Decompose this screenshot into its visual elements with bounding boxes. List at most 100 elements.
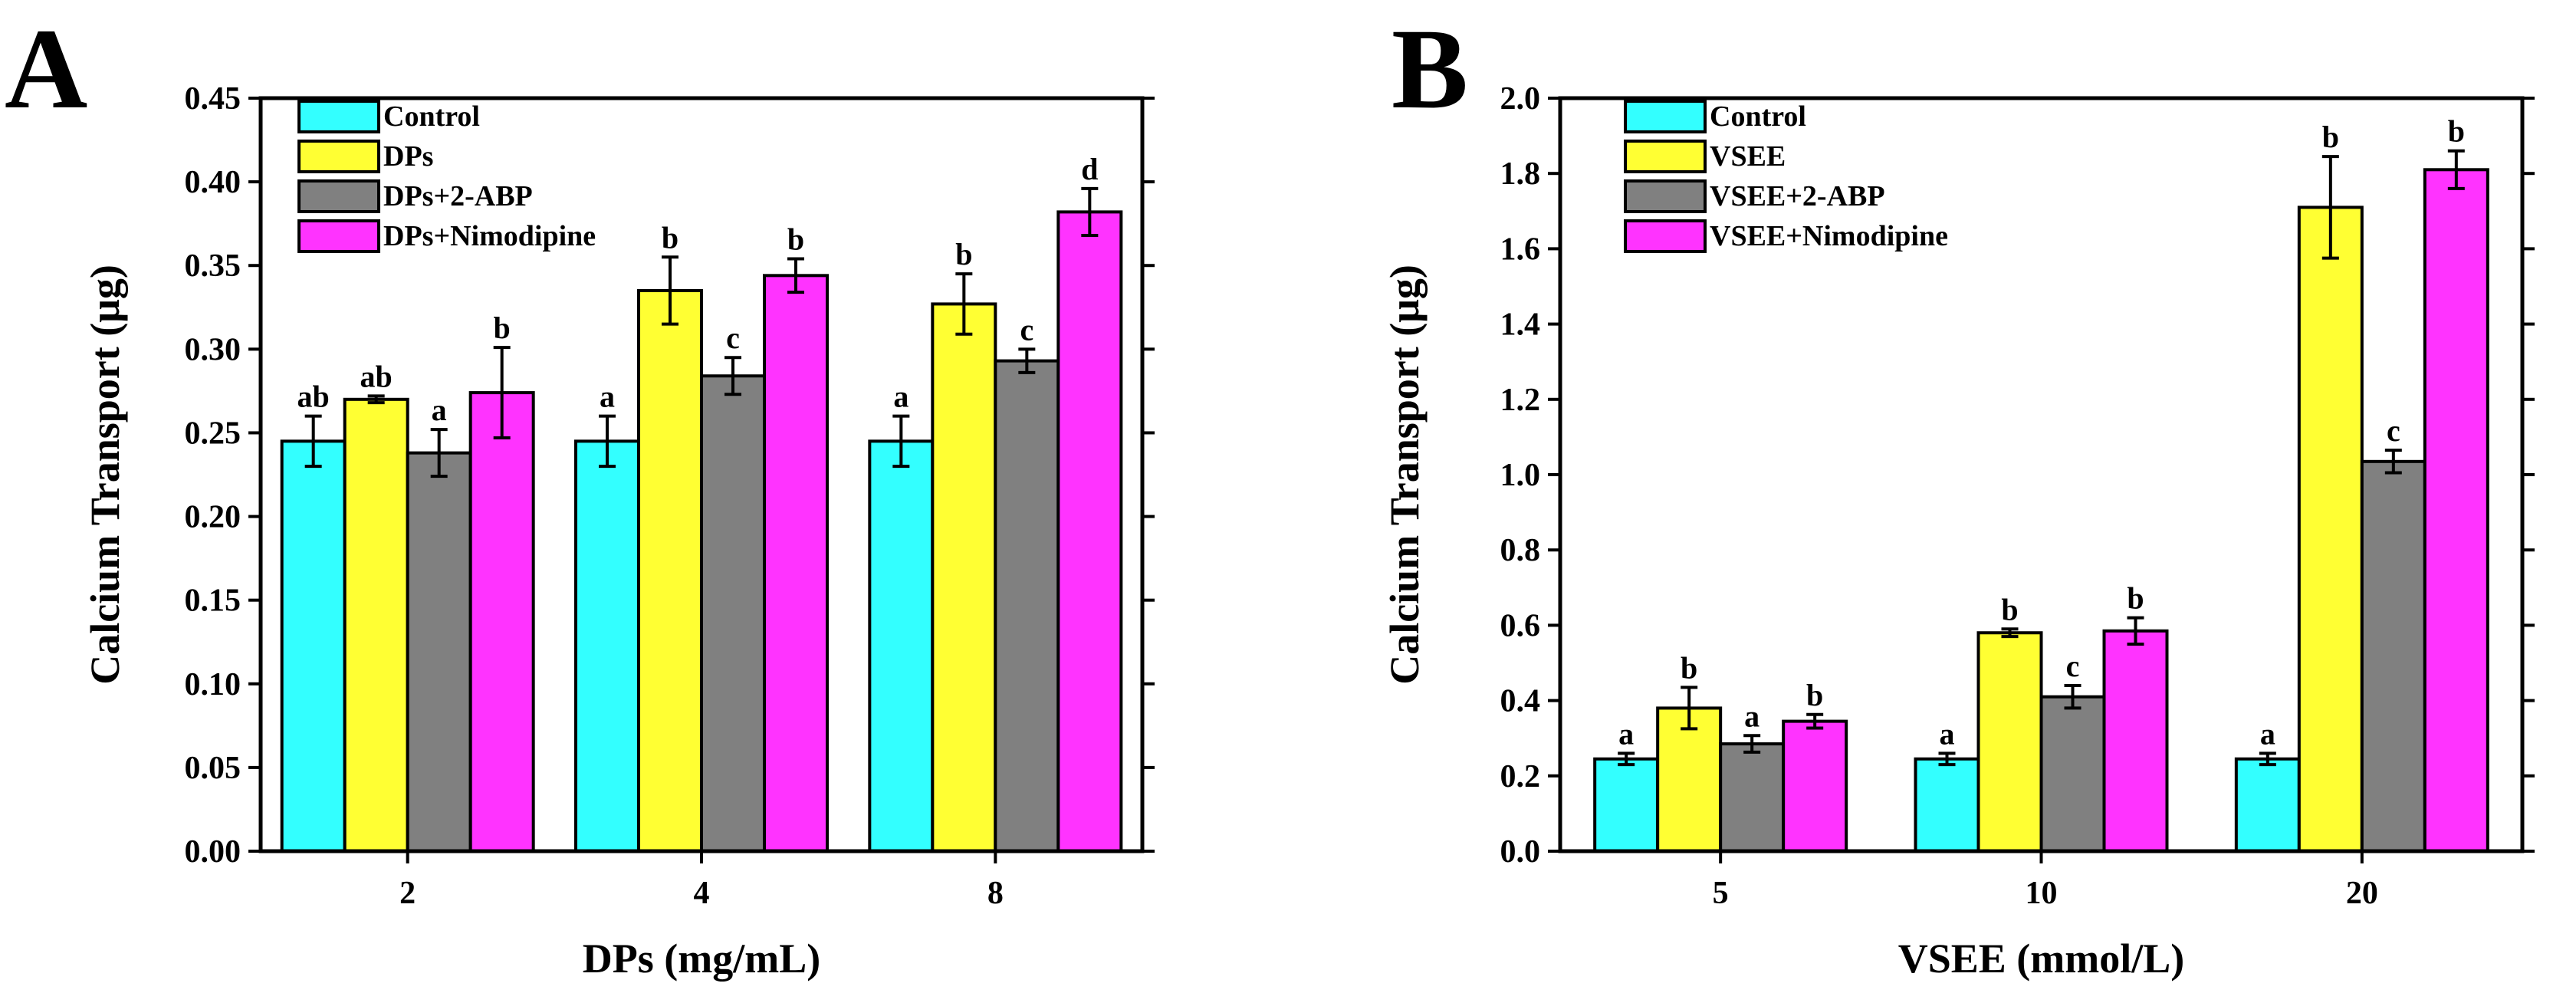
y-tick-label: 1.0 (1500, 458, 1541, 493)
bar (2039, 695, 2106, 853)
panel-a: Aababab2abcb4abcd80.000.050.100.150.200.… (5, 5, 1155, 982)
plot-frame (258, 96, 1145, 853)
y-axis-title: Calcium Transport (μg) (1382, 265, 1428, 685)
y-tick-label: 0.30 (185, 332, 242, 367)
x-tick-label: 8 (987, 876, 1004, 911)
plot-frame (1558, 96, 2525, 853)
x-tick-label: 5 (1713, 876, 1729, 911)
significance-label: b (1806, 678, 1823, 712)
y-axis-title: Calcium Transport (μg) (82, 265, 128, 685)
significance-label: b (1681, 650, 1697, 685)
legend-label: Control (1710, 100, 1806, 133)
significance-label: a (2260, 716, 2275, 751)
significance-label: b (2127, 581, 2144, 616)
bar (637, 288, 703, 853)
legend-label: DPs+2-ABP (383, 180, 533, 212)
significance-label: ab (297, 380, 330, 414)
legend-swatch (1624, 179, 1707, 213)
significance-label: b (2448, 114, 2465, 149)
significance-label: c (2387, 413, 2400, 448)
x-axis-title: VSEE (mmol/L) (1898, 936, 2185, 982)
y-tick-label: 0.20 (185, 500, 242, 535)
y-tick-label: 0.40 (185, 165, 242, 200)
bar (2360, 459, 2426, 853)
y-tick-label: 1.6 (1500, 232, 1541, 267)
significance-label: b (2001, 592, 2018, 626)
x-tick-label: 20 (2346, 876, 2378, 911)
bar (2102, 629, 2169, 853)
x-axis-title: DPs (mg/mL) (583, 936, 820, 982)
y-tick-label: 0.05 (185, 751, 242, 786)
y-tick-label: 0.6 (1500, 608, 1541, 643)
significance-label: c (2066, 649, 2080, 683)
significance-label: c (1020, 312, 1033, 347)
x-tick-label: 2 (399, 876, 416, 911)
y-tick-label: 0.35 (185, 248, 242, 284)
y-tick-label: 0.00 (185, 834, 242, 870)
significance-label: a (1618, 716, 1634, 751)
bar (1056, 210, 1123, 853)
y-tick-label: 1.2 (1500, 383, 1541, 418)
x-tick-label: 4 (694, 876, 710, 911)
bar (1719, 742, 1786, 853)
panel-b: Ba b a b 5 a b c b 10 a b c b 20 0.0 0.2 0.4 0.6 0.8 1.0 1.2 1… (1382, 5, 2535, 982)
y-tick-label: 1.4 (1500, 307, 1541, 343)
y-tick-label: 0.8 (1500, 533, 1541, 568)
significance-label: ab (360, 359, 393, 393)
y-tick-label: 1.8 (1500, 156, 1541, 192)
legend-swatch (297, 100, 380, 133)
bar (1976, 631, 2043, 853)
significance-label: a (1744, 699, 1760, 733)
significance-label: a (893, 380, 909, 414)
significance-label: a (600, 380, 615, 414)
bar (1914, 757, 1980, 853)
significance-label: b (494, 311, 511, 345)
legend-swatch (1624, 140, 1707, 173)
legend-swatch (297, 140, 380, 173)
legend-label: VSEE+2-ABP (1710, 180, 1885, 212)
bar (280, 439, 347, 853)
y-tick-label: 0.10 (185, 667, 242, 702)
legend-label: DPs+Nimodipine (383, 220, 596, 252)
x-tick-label: 10 (2026, 876, 2058, 911)
bar (2297, 206, 2364, 853)
panel-letter: A (5, 5, 87, 133)
bar (1656, 706, 1723, 853)
bar (700, 374, 766, 853)
significance-label: b (955, 237, 972, 271)
legend-swatch (297, 219, 380, 253)
legend-label: VSEE (1710, 140, 1786, 173)
legend-label: DPs (383, 140, 433, 173)
bar (2423, 168, 2489, 853)
bar (343, 397, 409, 853)
significance-label: c (726, 321, 740, 355)
significance-label: a (432, 393, 447, 427)
legend-swatch (1624, 219, 1707, 253)
bar (468, 391, 535, 853)
y-tick-label: 0.25 (185, 416, 242, 451)
bar (931, 302, 997, 853)
y-tick-label: 0.4 (1500, 684, 1541, 719)
bar (868, 439, 935, 853)
significance-label: d (1081, 152, 1098, 186)
bar (1593, 757, 1660, 853)
y-tick-label: 0.15 (185, 584, 242, 619)
legend-swatch (1624, 100, 1707, 133)
bar (1782, 719, 1848, 853)
y-tick-label: 0.0 (1500, 834, 1541, 870)
significance-label: b (662, 220, 678, 255)
bar (994, 359, 1060, 853)
panel-letter: B (1392, 5, 1468, 133)
significance-label: b (787, 222, 804, 256)
y-tick-label: 0.2 (1500, 759, 1541, 794)
bar (406, 451, 472, 853)
y-tick-label: 2.0 (1500, 81, 1541, 117)
significance-label: b (2322, 120, 2339, 154)
y-tick-label: 0.45 (185, 81, 242, 117)
bar (574, 439, 640, 853)
legend-label: VSEE+Nimodipine (1710, 220, 1948, 252)
legend-label: Control (383, 100, 480, 133)
bar (2234, 757, 2301, 853)
bar (763, 274, 829, 853)
